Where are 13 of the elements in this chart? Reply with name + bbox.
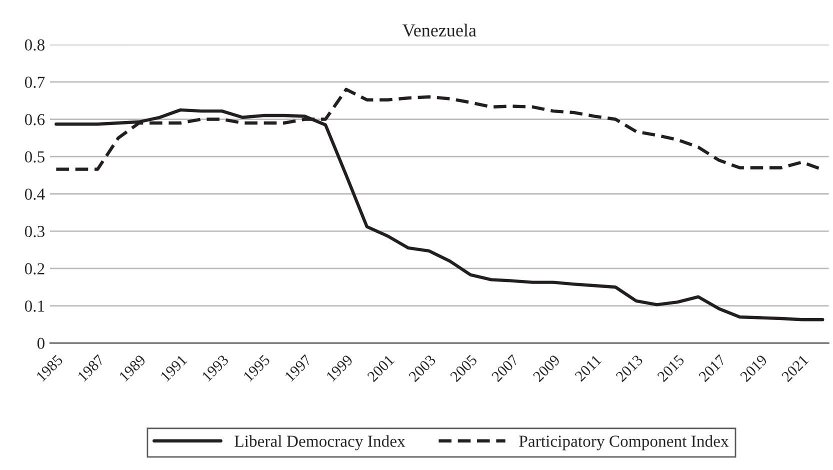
y-tick-label: 0.2	[24, 263, 44, 275]
legend-label: Participatory Component Index	[519, 435, 729, 450]
y-tick-label: 0.4	[24, 188, 45, 200]
chart-title: Venezuela	[402, 24, 476, 37]
legend-label: Liberal Democracy Index	[234, 435, 406, 450]
y-tick-label: 0.7	[24, 76, 45, 88]
y-tick-label: 0.1	[24, 300, 44, 312]
y-tick-label: 0	[37, 338, 44, 350]
y-tick-label: 0.6	[24, 114, 45, 126]
x-tick-label: 1991	[160, 354, 188, 382]
y-tick-label: 0.3	[24, 226, 44, 238]
y-tick-label: 0.5	[24, 151, 44, 163]
y-tick-label: 0.8	[24, 39, 44, 51]
